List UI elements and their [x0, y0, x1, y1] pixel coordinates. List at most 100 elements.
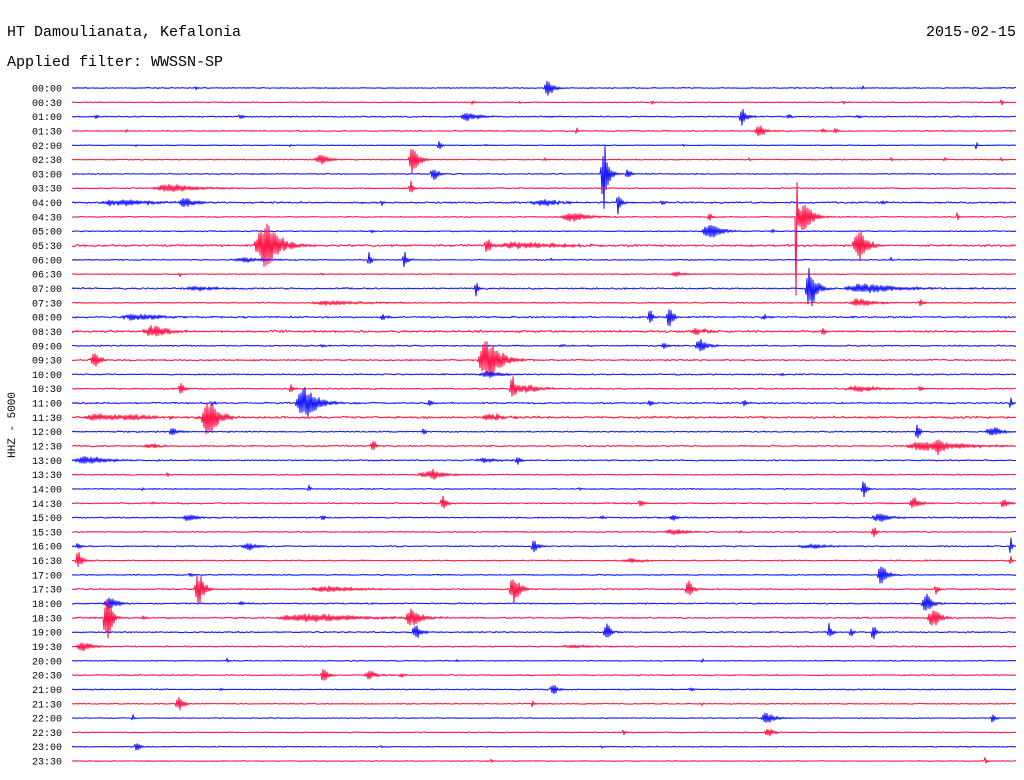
trace-row-00-00: 00:00: [32, 80, 1017, 96]
row-time-label: 11:00: [32, 400, 62, 411]
seismic-trace: [71, 196, 1017, 215]
row-time-label: 11:30: [32, 414, 62, 425]
row-time-label: 14:30: [32, 500, 62, 511]
seismic-trace: [71, 513, 1017, 522]
row-time-label: 22:00: [32, 715, 62, 726]
seismic-trace: [71, 80, 1017, 96]
trace-row-17-30: 17:30: [32, 575, 1017, 605]
trace-row-23-30: 23:30: [32, 757, 1017, 769]
seismic-trace: [71, 593, 1017, 611]
trace-row-21-30: 21:30: [32, 696, 1016, 711]
row-time-label: 14:00: [32, 486, 62, 497]
row-time-label: 22:30: [32, 729, 62, 740]
seismic-trace: [71, 468, 1016, 480]
trace-row-08-00: 08:00: [32, 309, 1017, 327]
seismic-trace: [71, 251, 1017, 268]
trace-row-15-30: 15:30: [32, 527, 1016, 539]
row-time-label: 00:00: [32, 85, 62, 96]
seismic-trace: [71, 141, 1017, 150]
trace-row-07-30: 07:30: [32, 298, 1017, 310]
trace-row-01-00: 01:00: [32, 108, 1017, 126]
seismic-trace: [71, 386, 1017, 417]
trace-row-03-30: 03:30: [32, 180, 1017, 196]
seismic-trace: [71, 481, 1017, 498]
trace-row-07-00: 07:00: [32, 267, 1017, 307]
row-time-label: 01:30: [32, 128, 62, 139]
seismic-trace: [71, 338, 1017, 352]
row-time-label: 03:00: [32, 170, 62, 181]
seismic-trace: [71, 370, 1016, 378]
seismic-trace: [71, 325, 1017, 337]
row-time-label: 16:30: [32, 557, 62, 568]
row-time-label: 18:00: [32, 600, 62, 611]
seismic-trace: [72, 598, 1017, 639]
trace-row-14-30: 14:30: [32, 495, 1017, 511]
seismic-trace: [71, 108, 1017, 126]
row-time-label: 19:30: [32, 643, 62, 654]
row-time-label: 15:30: [32, 528, 62, 539]
row-time-label: 01:00: [32, 113, 62, 124]
row-time-label: 12:00: [32, 428, 62, 439]
row-time-label: 16:00: [32, 543, 62, 554]
seismic-trace: [71, 223, 1017, 268]
record-date: 2015-02-15: [926, 24, 1016, 41]
seismic-trace: [71, 657, 1017, 663]
seismic-trace: [71, 182, 1017, 296]
row-time-label: 06:00: [32, 256, 62, 267]
seismic-trace: [71, 145, 1017, 209]
seismic-trace: [71, 642, 1016, 652]
seismic-trace: [71, 575, 1017, 605]
seismic-trace: [71, 757, 1017, 764]
station-title: HT Damoulianata, Kefalonia: [7, 24, 241, 41]
trace-row-21-00: 21:00: [32, 685, 1017, 697]
row-time-label: 21:00: [32, 686, 62, 697]
trace-row-10-00: 10:00: [32, 371, 1016, 382]
row-time-label: 06:30: [32, 271, 62, 282]
trace-row-09-00: 09:00: [32, 338, 1017, 353]
trace-row-11-30: 11:30: [32, 403, 1017, 435]
seismic-trace: [71, 148, 1017, 174]
seismic-trace: [71, 712, 1016, 723]
trace-row-06-30: 06:30: [32, 271, 1017, 282]
row-time-label: 07:30: [32, 299, 62, 310]
seismic-trace: [72, 125, 1017, 137]
trace-row-00-30: 00:30: [32, 99, 1017, 110]
seismic-trace: [71, 537, 1017, 553]
trace-row-01-30: 01:30: [32, 125, 1017, 139]
seismic-trace: [71, 728, 1017, 737]
row-time-label: 10:30: [32, 385, 62, 396]
seismic-trace: [71, 298, 1017, 307]
seismic-trace: [71, 685, 1017, 695]
trace-row-11-00: 11:00: [32, 386, 1017, 417]
trace-row-09-30: 09:30: [32, 341, 1017, 379]
trace-row-08-30: 08:30: [32, 325, 1017, 339]
seismic-trace: [71, 455, 1017, 465]
seismic-trace: [71, 551, 1017, 568]
row-time-label: 17:30: [32, 586, 62, 597]
trace-row-12-30: 12:30: [32, 439, 1017, 456]
trace-row-17-00: 17:00: [32, 566, 1017, 584]
row-time-label: 04:00: [32, 199, 62, 210]
trace-row-10-30: 10:30: [32, 376, 1017, 397]
row-time-label: 13:00: [32, 457, 62, 468]
trace-row-14-00: 14:00: [32, 481, 1017, 498]
row-time-label: 23:00: [32, 743, 62, 754]
filter-label: Applied filter: WWSSN-SP: [7, 54, 223, 71]
seismic-trace: [71, 309, 1017, 327]
trace-row-04-00: 04:00: [32, 196, 1017, 215]
row-time-label: 05:00: [32, 228, 62, 239]
row-time-label: 09:00: [32, 342, 62, 353]
row-time-label: 19:00: [32, 629, 62, 640]
trace-row-18-00: 18:00: [32, 593, 1017, 611]
trace-row-02-30: 02:30: [32, 148, 1017, 174]
row-time-label: 08:30: [32, 328, 62, 339]
trace-row-20-00: 20:00: [32, 657, 1017, 668]
trace-row-03-00: 03:00: [32, 145, 1017, 209]
trace-row-16-00: 16:00: [32, 537, 1017, 554]
seismic-trace: [71, 424, 1017, 439]
trace-row-06-00: 06:00: [32, 251, 1017, 268]
seismic-trace: [71, 527, 1016, 538]
row-time-label: 08:00: [32, 314, 62, 325]
trace-row-05-30: 05:30: [32, 223, 1017, 268]
